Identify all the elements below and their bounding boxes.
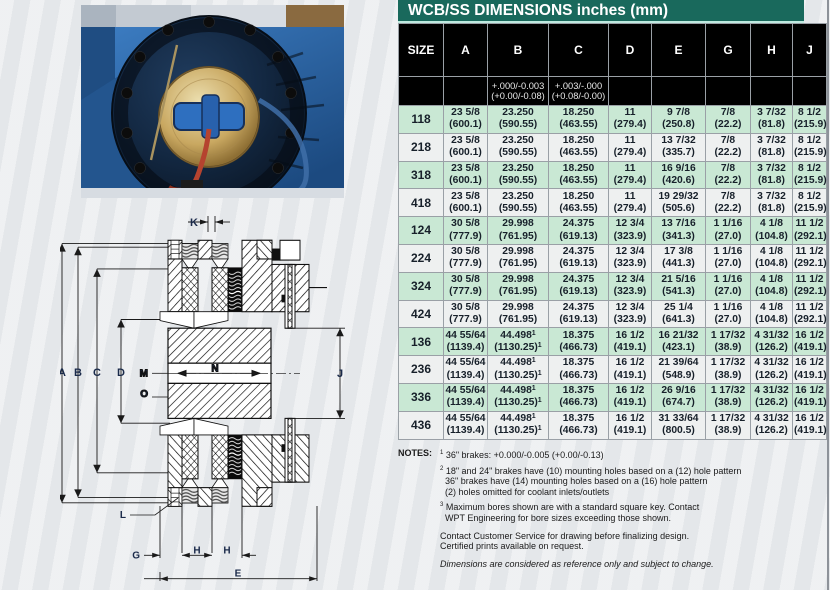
svg-text:E: E <box>235 569 242 580</box>
svg-text:G: G <box>132 550 140 561</box>
svg-text:H: H <box>193 545 200 556</box>
svg-text:J: J <box>337 368 343 380</box>
svg-text:L: L <box>120 510 126 521</box>
svg-text:A: A <box>60 367 66 379</box>
svg-text:M: M <box>140 368 148 379</box>
svg-text:C: C <box>93 367 101 379</box>
svg-text:H: H <box>223 545 230 556</box>
svg-text:K: K <box>190 217 198 229</box>
svg-text:B: B <box>74 367 82 379</box>
svg-text:N: N <box>211 363 218 374</box>
svg-text:O: O <box>140 389 148 400</box>
svg-text:D: D <box>117 367 125 379</box>
